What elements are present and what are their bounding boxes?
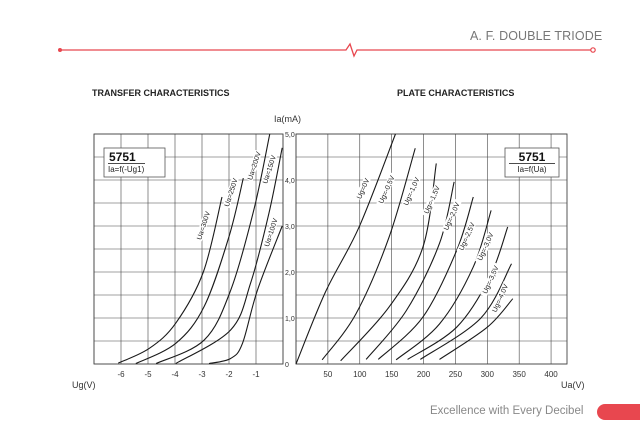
series-label-text: Ug=-2,0V — [443, 201, 462, 231]
x-tick-label: -1 — [252, 370, 260, 379]
series-curve — [420, 263, 513, 360]
x-tick-label: 150 — [385, 370, 399, 379]
footer-tagline: Excellence with Every Decibel — [430, 405, 584, 417]
x-tick-label: 50 — [323, 370, 332, 379]
series-label-text: Ua=200V — [247, 151, 263, 181]
series-label: Ua=100V — [262, 216, 280, 249]
series-label: Ug=-3,0V — [475, 229, 496, 264]
formula-box-frame — [103, 147, 166, 178]
series-label-bg — [401, 174, 422, 209]
series-label-text: Ug=0V — [356, 177, 371, 200]
x-tick-label: -3 — [198, 370, 206, 379]
x-tick-label: 200 — [417, 370, 431, 379]
series-label-bg — [376, 172, 397, 207]
series-curve — [439, 298, 514, 360]
document-title: A. F. DOUBLE TRIODE — [470, 29, 603, 43]
series-label-bg — [355, 176, 371, 201]
formula-box-frame — [504, 147, 560, 178]
header-rule — [58, 42, 596, 58]
transfer-chart-title: TRANSFER CHARACTERISTICS — [92, 88, 230, 98]
series-label: Ua=300V — [195, 209, 212, 242]
plate-chart-title: PLATE CHARACTERISTICS — [397, 88, 515, 98]
header-line-end-dot — [590, 47, 596, 53]
series-label-bg — [456, 219, 478, 254]
series-label: Ug=-1,5V — [421, 182, 442, 217]
plot-frame — [295, 133, 568, 365]
y-tick-label: 4,0 — [285, 178, 295, 185]
y-tick-label: 2,0 — [285, 270, 295, 277]
series-label-bg — [222, 176, 239, 209]
y-tick-label: 1,0 — [285, 316, 295, 323]
x-axis-label: Ug(V) — [72, 380, 96, 390]
series-label-bg — [245, 150, 263, 182]
plot-frame — [93, 133, 284, 365]
series-curve — [295, 133, 396, 365]
series-label-text: Ua=300V — [196, 210, 212, 240]
series-label-text: Ua=100V — [264, 217, 280, 247]
y-tick-label: 0 — [285, 362, 289, 369]
series-label-bg — [262, 216, 279, 249]
series-label-bg — [489, 280, 511, 316]
series-label: Ug=-1,0V — [401, 174, 422, 209]
series-label: Ug=0V — [355, 176, 371, 201]
formula-text: Ia=f(Ua) — [517, 165, 546, 174]
characteristics-charts: -6 -5 -4 -3 -2 -1 0 1,0 2,0 3,0 4,0 5,0 Ia(mA) Ug(V) U… — [72, 114, 585, 390]
x-tick-label: 300 — [481, 370, 495, 379]
series-label-text: Ug=-3,0V — [477, 232, 496, 262]
header-line-wave — [60, 42, 593, 58]
series-curve — [365, 181, 455, 360]
series-label-bg — [475, 229, 496, 264]
series-curve — [175, 147, 283, 365]
tube-number: 5751 — [109, 150, 136, 164]
series-label: Ug=-2,0V — [441, 198, 462, 234]
series-label-bg — [261, 153, 278, 186]
series-label-text: Ug=-3,5V — [482, 265, 501, 295]
series-curve — [321, 148, 416, 361]
series-curve — [155, 133, 271, 365]
series-label-text: Ug=-1,5V — [423, 185, 442, 215]
x-tick-label: -4 — [171, 370, 179, 379]
y-tick-label: 3,0 — [285, 224, 295, 231]
x-axis-label: Ua(V) — [561, 380, 585, 390]
formula-text: Ia=f(-Ug1) — [108, 165, 145, 174]
y-tick-label: 5,0 — [285, 132, 295, 139]
series-label: Ua=200V — [245, 150, 263, 182]
series-curve — [377, 196, 474, 360]
series-curve — [407, 226, 509, 360]
x-tick-label: -5 — [144, 370, 152, 379]
series-curve — [135, 178, 244, 365]
footer-accent-bar — [597, 404, 640, 420]
series-label-bg — [195, 209, 212, 242]
series-curve — [208, 225, 283, 365]
series-label-bg — [421, 182, 442, 217]
series-curve — [395, 210, 492, 361]
tube-number: 5751 — [519, 150, 546, 164]
x-tick-label: 400 — [544, 370, 558, 379]
header-line-start-dot — [58, 48, 62, 52]
x-tick-label: 100 — [353, 370, 367, 379]
y-axis-label: Ia(mA) — [274, 114, 301, 124]
series-curve — [118, 196, 223, 364]
transfer-chart: -6 -5 -4 -3 -2 -1 0 1,0 2,0 3,0 4,0 5,0 Ia(mA) Ug(V) U… — [72, 114, 301, 390]
x-tick-label: 350 — [512, 370, 526, 379]
x-tick-label: -2 — [225, 370, 233, 379]
x-tick-label: -6 — [117, 370, 125, 379]
series-label-bg — [441, 198, 462, 234]
series-label-bg — [480, 262, 501, 297]
series-label-text: Ug=-0,5V — [378, 175, 397, 205]
x-tick-label: 250 — [449, 370, 463, 379]
